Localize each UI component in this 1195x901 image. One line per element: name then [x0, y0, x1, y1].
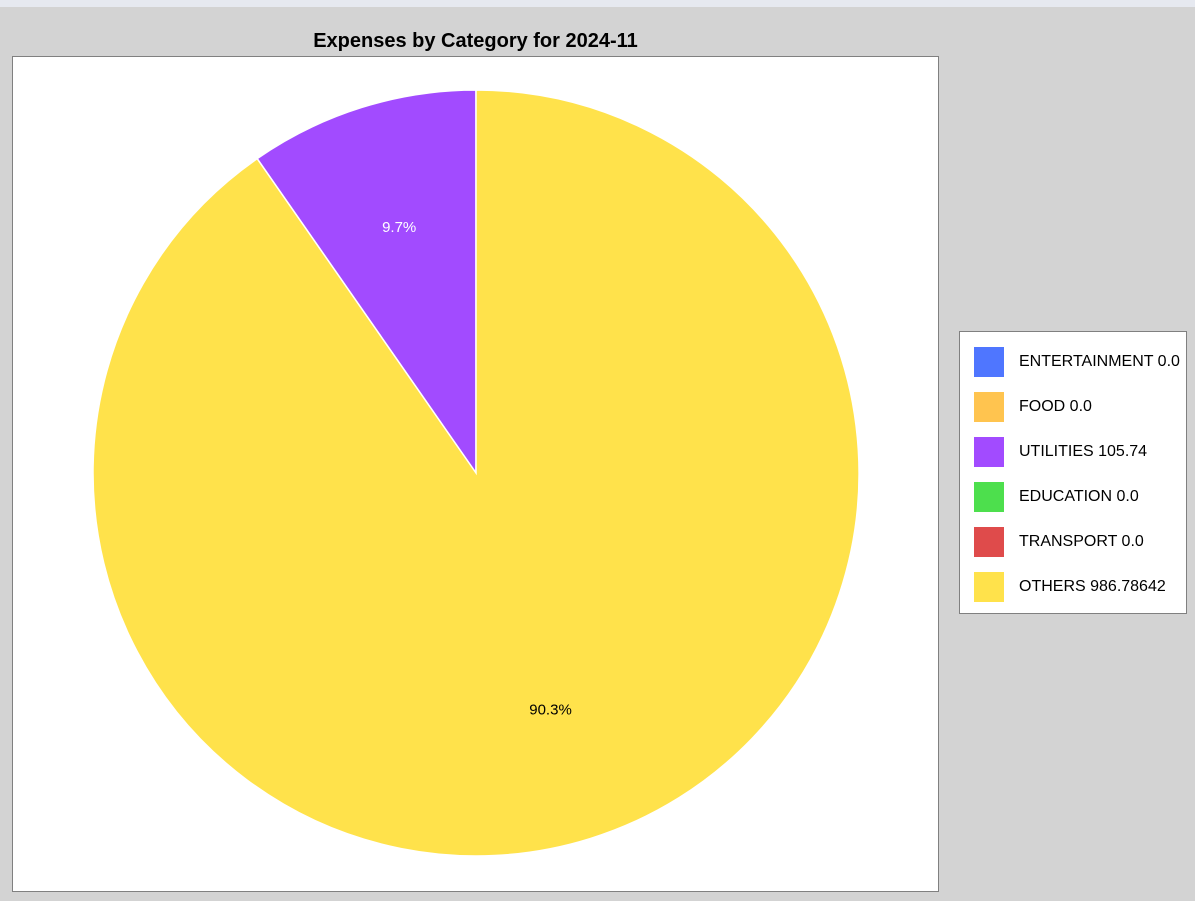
legend-item-entertainment: ENTERTAINMENT 0.0 — [974, 346, 1184, 378]
legend-swatch — [974, 392, 1004, 422]
legend-label: TRANSPORT 0.0 — [1019, 533, 1144, 550]
legend-label: UTILITIES 105.74 — [1019, 443, 1148, 460]
legend-label: OTHERS 986.78642 — [1019, 578, 1166, 595]
legend-swatch — [974, 482, 1004, 512]
legend-swatch — [974, 437, 1004, 467]
pie-slice-others — [92, 89, 860, 857]
pie-chart: 9.7% 90.3% — [92, 89, 860, 857]
legend-label: ENTERTAINMENT 0.0 — [1019, 353, 1180, 370]
legend-item-food: FOOD 0.0 — [974, 391, 1184, 423]
pie-label-utilities: 9.7% — [382, 219, 416, 236]
legend: ENTERTAINMENT 0.0 FOOD 0.0 UTILITIES 105.7… — [959, 331, 1187, 614]
legend-label: EDUCATION 0.0 — [1019, 488, 1139, 505]
pie-slice-utilities — [256, 89, 477, 476]
plot-area: 9.7% 90.3% — [12, 56, 939, 892]
legend-swatch — [974, 572, 1004, 602]
legend-item-transport: TRANSPORT 0.0 — [974, 526, 1184, 558]
legend-label: FOOD 0.0 — [1019, 398, 1092, 415]
legend-item-education: EDUCATION 0.0 — [974, 481, 1184, 513]
chart-title: Expenses by Category for 2024-11 — [313, 30, 638, 52]
legend-swatch — [974, 347, 1004, 377]
window-top-strip — [0, 0, 1195, 7]
legend-item-others: OTHERS 986.78642 — [974, 571, 1184, 603]
legend-item-utilities: UTILITIES 105.74 — [974, 436, 1184, 468]
legend-swatch — [974, 527, 1004, 557]
pie-label-others: 90.3% — [529, 701, 572, 718]
